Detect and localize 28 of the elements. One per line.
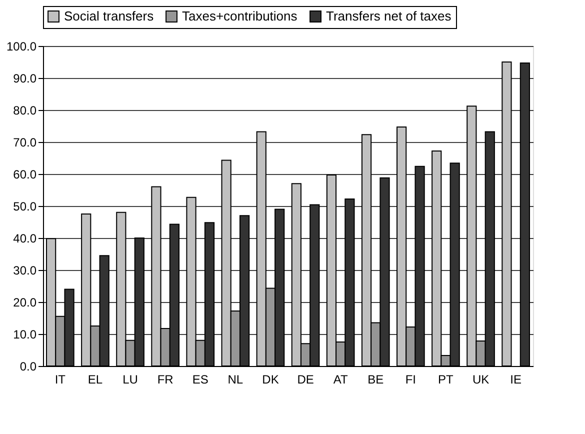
y-tick-label: 40.0 <box>13 232 37 246</box>
x-tick-label: FR <box>157 372 174 386</box>
x-tick-label: EL <box>88 372 103 386</box>
y-tick-label: 60.0 <box>13 168 37 182</box>
y-tick-label: 20.0 <box>13 296 37 310</box>
x-tick-label: IT <box>54 372 66 386</box>
y-tick-label: 30.0 <box>13 264 37 278</box>
x-tick-label: LU <box>122 372 138 386</box>
x-tick-label: NL <box>228 372 244 386</box>
legend-label: Social transfers <box>64 8 154 24</box>
y-tick-label: 10.0 <box>13 328 37 342</box>
y-tick-label: 50.0 <box>13 200 37 214</box>
y-tick-label: 70.0 <box>13 136 37 150</box>
y-tick-label: 90.0 <box>13 72 37 86</box>
legend-label: Transfers net of taxes <box>326 8 452 24</box>
y-tick-label: 100.0 <box>6 40 37 54</box>
y-tick-label: 0.0 <box>20 360 37 374</box>
x-tick-label: UK <box>472 372 490 386</box>
legend-label: Taxes+contributions <box>182 8 298 24</box>
x-tick-label: PT <box>438 372 454 386</box>
x-tick-label: DE <box>297 372 314 386</box>
x-tick-label: FI <box>405 372 416 386</box>
x-tick-label: BE <box>368 372 384 386</box>
x-tick-label: DK <box>262 372 279 386</box>
x-tick-label: AT <box>333 372 348 386</box>
x-tick-label: ES <box>192 372 208 386</box>
y-tick-label: 80.0 <box>13 104 37 118</box>
x-tick-label: IE <box>510 372 522 386</box>
